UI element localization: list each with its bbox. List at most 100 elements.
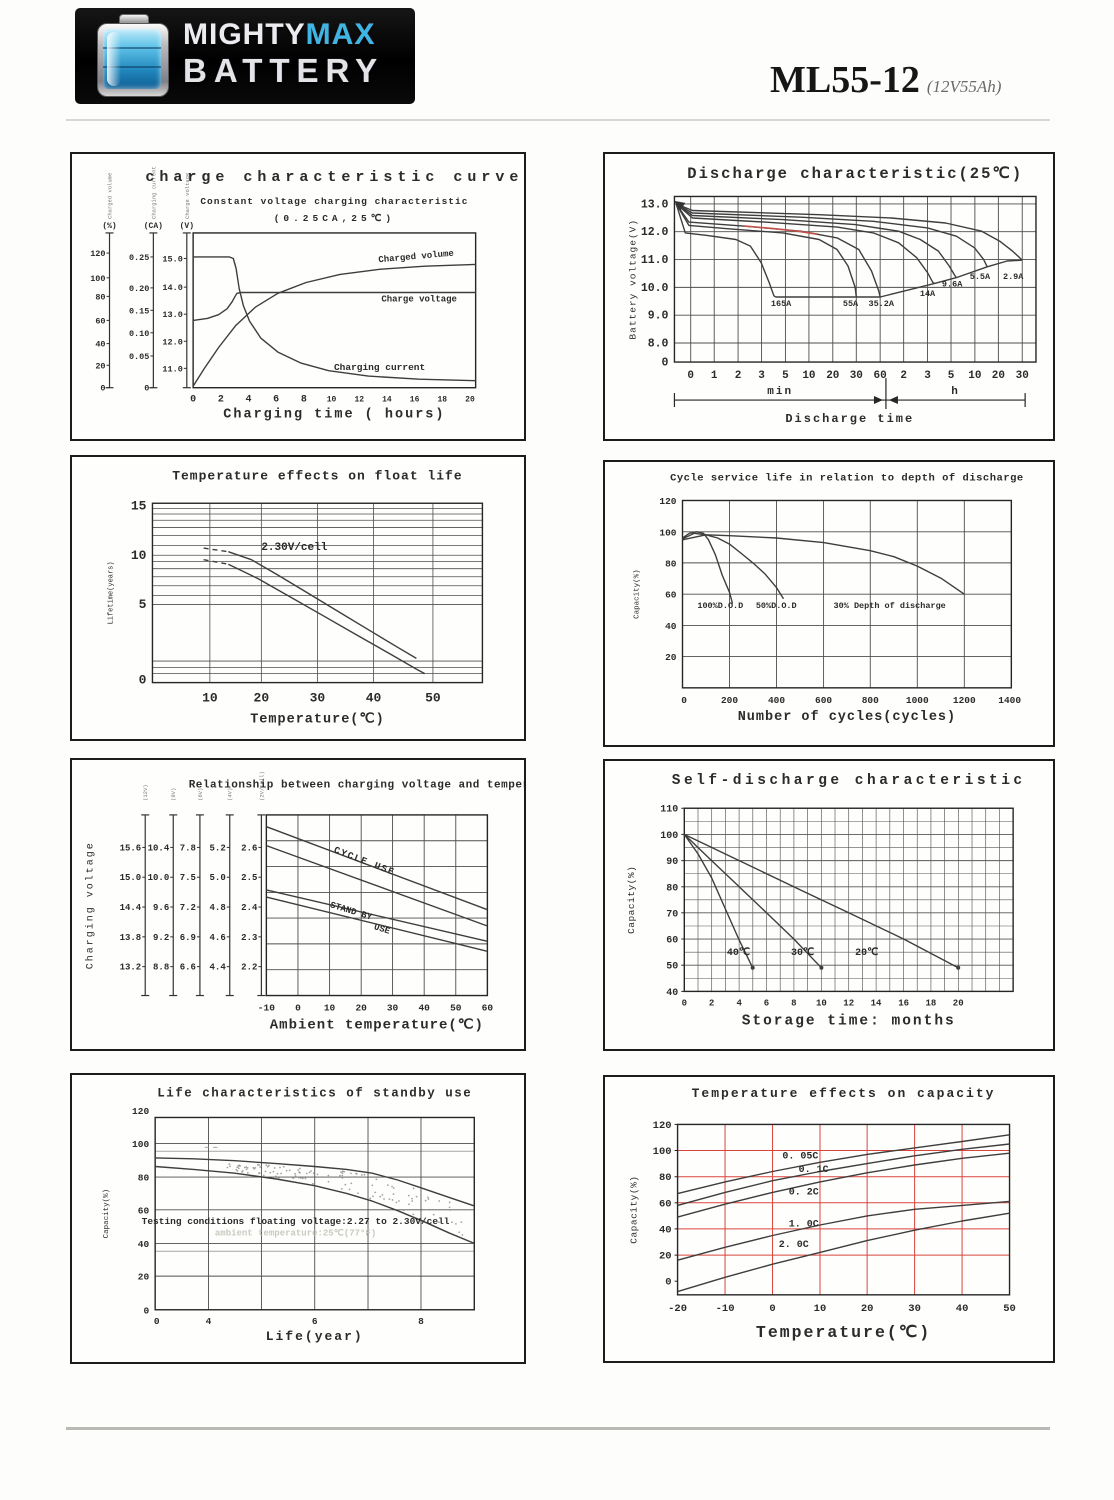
- svg-text:12: 12: [843, 998, 854, 1008]
- svg-text:30: 30: [310, 691, 326, 706]
- svg-text:11.0: 11.0: [641, 254, 669, 267]
- svg-text:14: 14: [382, 396, 392, 405]
- svg-text:20: 20: [138, 1272, 150, 1283]
- svg-text:5: 5: [139, 597, 147, 612]
- svg-text:Ambient temperature(℃): Ambient temperature(℃): [270, 1018, 484, 1034]
- svg-text:10.0: 10.0: [641, 282, 669, 295]
- svg-text:8: 8: [301, 395, 307, 406]
- brand-logo: MIGHTYMAX BATTERY: [75, 8, 415, 104]
- svg-text:0: 0: [144, 384, 149, 394]
- svg-text:60: 60: [659, 1198, 672, 1210]
- svg-text:6.6: 6.6: [180, 963, 196, 973]
- svg-text:4: 4: [245, 395, 251, 406]
- svg-text:20: 20: [953, 998, 964, 1008]
- svg-text:Temperature(℃): Temperature(℃): [250, 712, 384, 728]
- svg-text:Constant voltage charging char: Constant voltage charging characteristic: [200, 196, 468, 207]
- svg-text:2.9A: 2.9A: [1003, 272, 1024, 282]
- svg-text:16: 16: [898, 998, 909, 1008]
- svg-text:charge characteristic curve: charge characteristic curve: [145, 169, 523, 186]
- svg-text:STAND BY: STAND BY: [329, 900, 374, 922]
- svg-text:40: 40: [418, 1003, 430, 1014]
- svg-text:min: min: [767, 386, 793, 398]
- svg-text:2. 0C: 2. 0C: [779, 1240, 809, 1251]
- svg-text:15.6: 15.6: [120, 843, 142, 853]
- svg-text:0: 0: [190, 395, 196, 406]
- svg-text:7.5: 7.5: [180, 873, 196, 883]
- svg-text:(4V): (4V): [227, 788, 234, 801]
- svg-text:20℃: 20℃: [855, 947, 878, 959]
- svg-text:100: 100: [90, 274, 105, 284]
- svg-text:15.0: 15.0: [162, 254, 182, 264]
- svg-text:3: 3: [758, 370, 765, 382]
- svg-text:Charged volume: Charged volume: [107, 173, 114, 219]
- svg-text:20: 20: [659, 1251, 672, 1263]
- svg-text:20: 20: [465, 396, 475, 405]
- svg-text:60: 60: [874, 370, 887, 382]
- svg-text:14.0: 14.0: [162, 283, 182, 293]
- chart-self_discharge: 110 100 90 80 70 60 50 40 0 2 4 6 8 10 12 14 16 18 20 40℃ 30…: [603, 759, 1055, 1051]
- svg-text:20: 20: [665, 652, 677, 663]
- svg-text:120: 120: [132, 1106, 149, 1117]
- svg-text:0: 0: [665, 1277, 671, 1289]
- svg-text:Life characteristics of standb: Life characteristics of standby use: [157, 1087, 472, 1101]
- svg-text:40: 40: [659, 1224, 672, 1236]
- svg-text:16: 16: [410, 396, 420, 405]
- svg-text:110: 110: [660, 805, 678, 816]
- model-spec: (12V55Ah): [926, 77, 1002, 96]
- svg-text:9.6A: 9.6A: [942, 280, 963, 290]
- svg-text:11.0: 11.0: [162, 364, 182, 374]
- svg-text:Storage time: months: Storage time: months: [742, 1013, 956, 1029]
- chart-discharge: 13.0 12.0 11.0 10.0 9.0 8.0 0 0 1 2 3 5 10 20 30 60 2 3 5 1…: [603, 152, 1055, 441]
- svg-text:18: 18: [437, 396, 447, 405]
- svg-text:0.20: 0.20: [129, 284, 149, 294]
- svg-text:80: 80: [138, 1173, 150, 1184]
- svg-text:7.2: 7.2: [180, 903, 196, 913]
- svg-text:10: 10: [131, 548, 147, 563]
- svg-text:60: 60: [665, 590, 677, 601]
- svg-text:Charge voltage: Charge voltage: [184, 173, 191, 219]
- svg-text:5.5A: 5.5A: [970, 272, 991, 282]
- svg-text:8: 8: [418, 1316, 424, 1327]
- svg-text:14A: 14A: [920, 289, 936, 299]
- svg-text:60: 60: [95, 316, 105, 326]
- svg-text:0: 0: [769, 1303, 775, 1315]
- brand-text: MIGHTYMAX BATTERY: [183, 18, 408, 90]
- chart-float_life: 15 10 5 0 10 20 30 40 50 2.30V/cell Temperature ef…: [70, 455, 526, 741]
- svg-text:100%D.O.D: 100%D.O.D: [697, 601, 743, 611]
- svg-text:5.0: 5.0: [210, 873, 226, 883]
- svg-text:120: 120: [659, 496, 676, 507]
- svg-text:0: 0: [100, 384, 105, 394]
- svg-text:9.6: 9.6: [153, 903, 169, 913]
- svg-text:100: 100: [659, 527, 676, 538]
- svg-text:4.4: 4.4: [210, 963, 227, 973]
- svg-text:Self-discharge characteristic: Self-discharge characteristic: [672, 773, 1026, 789]
- svg-text:13.0: 13.0: [162, 310, 182, 320]
- svg-text:30: 30: [387, 1003, 399, 1014]
- svg-text:60: 60: [666, 936, 678, 947]
- svg-text:13.0: 13.0: [641, 198, 669, 211]
- svg-text:2.5: 2.5: [241, 873, 257, 883]
- svg-text:12.0: 12.0: [641, 226, 669, 239]
- svg-text:15: 15: [131, 498, 147, 513]
- svg-text:Discharge time: Discharge time: [785, 412, 914, 426]
- svg-text:Relationship between charging: Relationship between charging voltage an…: [189, 779, 524, 791]
- svg-text:0.15: 0.15: [129, 306, 149, 316]
- svg-text:Life(year): Life(year): [266, 1329, 364, 1344]
- svg-text:(CA): (CA): [144, 222, 163, 231]
- svg-text:5: 5: [782, 370, 789, 382]
- svg-text:40℃: 40℃: [727, 947, 750, 959]
- svg-text:9.0: 9.0: [648, 310, 669, 323]
- svg-text:100: 100: [660, 831, 678, 842]
- svg-text:80: 80: [95, 292, 105, 302]
- brand-word-max: MAX: [305, 18, 376, 51]
- svg-text:Charging current: Charging current: [150, 166, 157, 219]
- svg-text:12: 12: [354, 396, 364, 405]
- svg-text:8.0: 8.0: [648, 338, 669, 351]
- svg-text:(V): (V): [180, 222, 194, 231]
- svg-text:30: 30: [1016, 370, 1029, 382]
- svg-text:80: 80: [659, 1172, 672, 1184]
- chart-temp_capacity: 120 100 80 60 40 20 0 -20 -10 0 10 20 30 40 50 0. 05C 0.…: [603, 1075, 1055, 1363]
- svg-text:4.6: 4.6: [210, 933, 226, 943]
